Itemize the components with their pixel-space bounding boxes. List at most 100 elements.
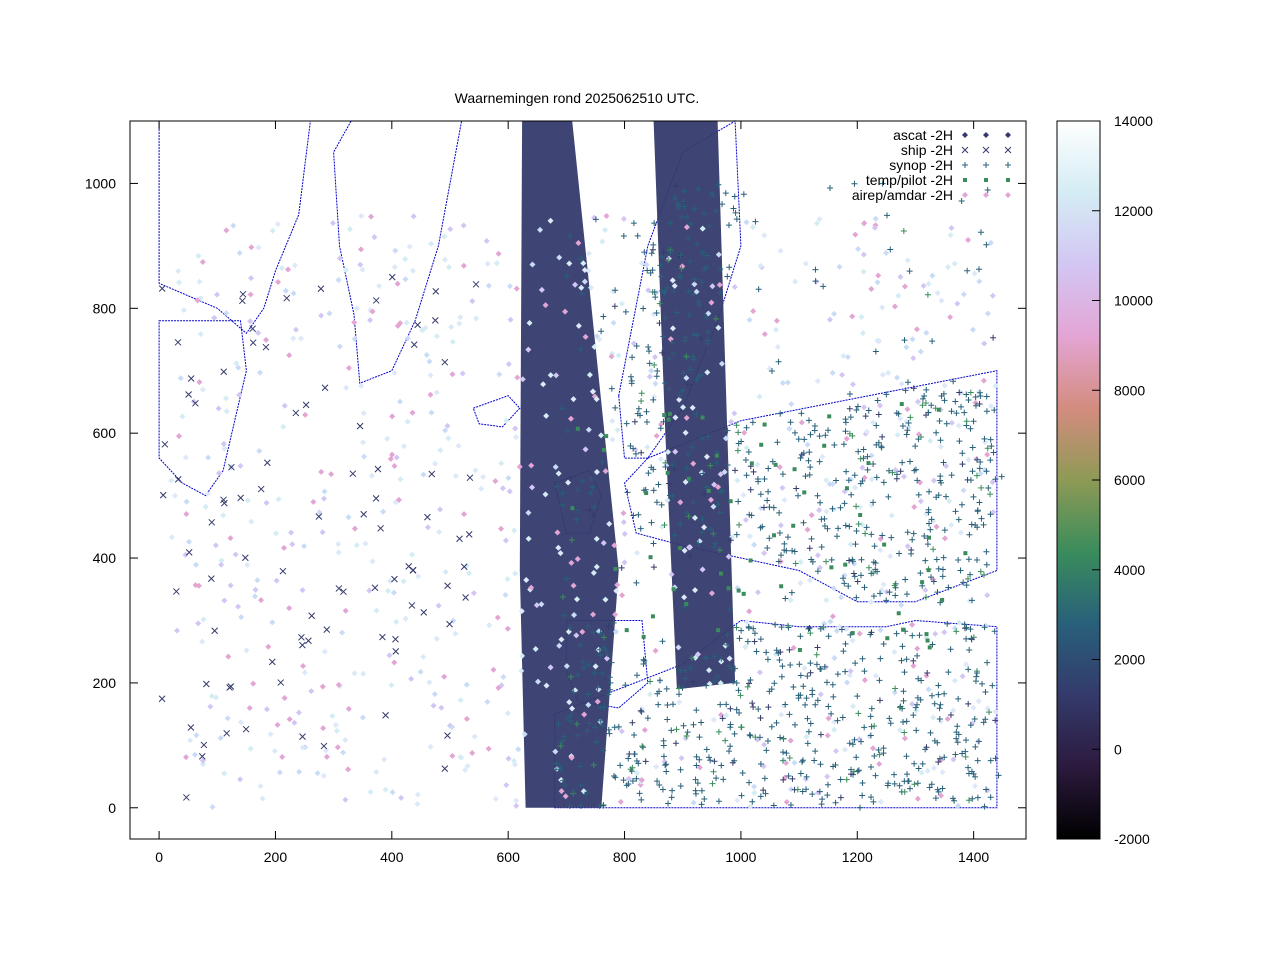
- airep-point: [310, 498, 317, 505]
- synop-point: [987, 511, 994, 518]
- ship-point: [208, 518, 216, 526]
- synop-point: [643, 408, 650, 415]
- synop-point: [830, 763, 837, 770]
- synop-point: [693, 707, 700, 714]
- airep-point: [699, 225, 706, 232]
- airep-point: [528, 462, 535, 469]
- synop-point: [858, 738, 864, 745]
- synop-point: [638, 708, 645, 715]
- synop-point: [854, 768, 861, 775]
- airep-point: [860, 268, 867, 275]
- synop-point: [896, 704, 903, 711]
- synop-point: [967, 477, 974, 484]
- synop-point: [840, 575, 847, 582]
- airep-point: [914, 645, 921, 652]
- airep-point: [625, 775, 632, 782]
- ship-point: [382, 711, 389, 719]
- synop-point: [958, 198, 965, 205]
- synop-point: [666, 355, 673, 362]
- airep-point: [957, 529, 964, 536]
- synop-point: [979, 680, 986, 687]
- synop-point: [763, 747, 770, 754]
- airep-point: [437, 447, 444, 454]
- synop-point: [581, 664, 588, 671]
- airep-point: [937, 718, 944, 725]
- ship-point: [444, 732, 451, 739]
- synop-point: [584, 727, 591, 734]
- airep-point: [579, 628, 586, 635]
- synop-point: [849, 432, 856, 439]
- airep-point: [861, 404, 868, 411]
- synop-point: [811, 423, 818, 430]
- synop-point: [829, 505, 836, 512]
- airep-point: [179, 413, 186, 420]
- airep-point: [388, 682, 395, 689]
- airep-point: [766, 365, 773, 372]
- synop-point: [991, 628, 998, 635]
- airep-point: [823, 477, 830, 484]
- synop-point: [868, 531, 875, 538]
- airep-point: [648, 367, 655, 374]
- airep-point: [708, 299, 715, 306]
- synop-point: [691, 276, 698, 283]
- airep-point: [389, 413, 396, 420]
- synop-point: [732, 209, 739, 216]
- synop-point: [597, 652, 604, 659]
- synop-point: [566, 475, 573, 482]
- synop-point: [976, 266, 983, 273]
- synop-point: [851, 180, 858, 187]
- synop-point: [885, 780, 892, 787]
- synop-point: [654, 690, 661, 697]
- synop-point: [733, 422, 740, 429]
- airep-point: [751, 783, 758, 790]
- synop-point: [776, 509, 783, 516]
- synop-point: [654, 367, 661, 374]
- airep-point: [610, 319, 617, 326]
- temp-pilot-point: [771, 533, 776, 538]
- synop-point: [628, 768, 635, 775]
- synop-point: [874, 397, 881, 404]
- synop-point: [717, 488, 724, 495]
- synop-point: [817, 499, 824, 506]
- synop-point: [755, 286, 762, 293]
- synop-point: [805, 457, 812, 464]
- synop-point: [582, 791, 589, 798]
- airep-point: [984, 592, 991, 599]
- airep-point: [861, 220, 868, 227]
- synop-point: [678, 213, 685, 220]
- airep-point: [362, 540, 369, 547]
- airep-point: [463, 681, 470, 688]
- airep-point: [486, 622, 493, 629]
- airep-point: [776, 464, 783, 471]
- airep-point: [395, 496, 402, 503]
- synop-point: [939, 785, 946, 792]
- synop-point: [840, 648, 847, 655]
- temp-pilot-point: [650, 614, 655, 619]
- airep-point: [717, 471, 724, 478]
- synop-point: [776, 529, 783, 536]
- legend-marker: [962, 162, 968, 168]
- synop-point: [633, 775, 640, 782]
- airep-point: [472, 467, 479, 474]
- airep-point: [869, 419, 876, 426]
- airep-point: [562, 308, 569, 315]
- synop-point: [679, 684, 686, 691]
- airep-point: [992, 708, 999, 715]
- synop-point: [841, 580, 848, 587]
- airep-point: [630, 340, 637, 347]
- synop-point: [696, 302, 703, 309]
- temp-pilot-point: [686, 476, 691, 481]
- airep-point: [466, 570, 473, 577]
- synop-point: [900, 719, 907, 726]
- synop-point: [647, 678, 654, 685]
- synop-point: [699, 435, 706, 442]
- synop-point: [567, 673, 574, 680]
- synop-point: [812, 266, 819, 273]
- airep-point: [930, 714, 937, 721]
- synop-point: [786, 754, 793, 761]
- synop-point: [651, 289, 658, 296]
- synop-point: [937, 473, 944, 480]
- airep-point: [787, 786, 794, 793]
- airep-point: [247, 318, 254, 325]
- synop-point: [868, 764, 875, 771]
